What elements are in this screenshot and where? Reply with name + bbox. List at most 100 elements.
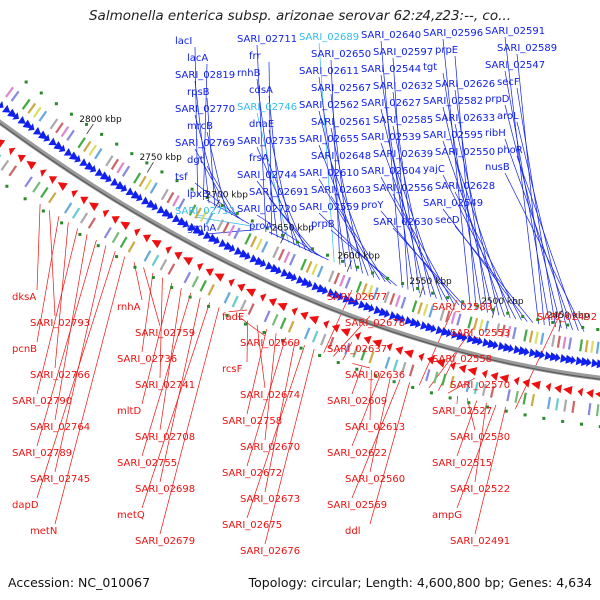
cog-stripe [546,396,552,410]
gene-arrow [125,187,134,196]
gene-arrow [481,369,488,379]
leader-line [49,210,56,317]
leader-line [36,216,60,343]
backbone-ring [0,119,600,381]
gene-label: SARI_02556 [373,183,433,194]
marker-dot [542,416,546,420]
gene-arrow [0,101,4,108]
gene-arrow [430,324,437,333]
tick-mark [558,319,562,332]
cog-stripe [105,155,114,167]
marker-dot [265,226,269,230]
gene-label: frr [249,51,261,62]
cog-stripe [244,233,252,245]
gene-label: prpD [485,94,510,105]
tick-mark [491,306,496,318]
cog-stripe [316,265,324,278]
marker-dot [207,304,211,308]
gene-arrow [523,347,530,357]
gene-label: SARI_02628 [435,181,495,192]
gene-arrow [249,254,258,263]
leader-line [268,163,307,251]
leader-line [141,302,211,509]
gene-arrow [268,298,278,307]
gene-label: SARI_02766 [30,370,90,381]
gene-arrow [71,190,79,198]
marker-dot [416,286,420,290]
gene-arrow [197,262,204,271]
cog-stripe [227,224,236,237]
gene-arrow [27,123,35,131]
gene-arrow [580,357,591,367]
gene-arrow [388,311,398,320]
leader-line [194,182,244,222]
leader-line [514,309,563,410]
gene-label: SARI_02591 [485,26,545,37]
marker-dot [115,142,119,146]
gene-label: SARI_02711 [237,34,297,45]
gene-label: fadE [222,312,244,323]
marker-dot [596,328,600,332]
gene-arrow [309,316,320,325]
gene-label: pcnB [12,344,37,355]
gene-label: tsf [175,172,188,183]
gene-arrow [111,216,120,224]
gene-label: SARI_02539 [361,132,421,143]
cog-stripe [449,375,455,388]
marker-dot [310,247,314,251]
gene-arrow [435,358,446,368]
leader-line [318,110,358,272]
gene-arrow [130,190,141,199]
label-leader-lines [36,36,585,545]
cog-stripe [344,276,352,289]
cog-stripe [279,317,287,330]
gene-arrow [48,137,57,146]
gene-arrow [326,288,336,297]
gene-arrow [306,279,313,289]
cog-stripe [247,303,255,315]
marker-dot [341,259,345,263]
cog-stripe [327,270,335,283]
gene-label: prpE [435,45,458,56]
gene-label: SARI_02637 [327,344,387,355]
gene-label: SARI_02622 [327,448,387,459]
marker-dot [411,385,415,389]
marker-dot [371,271,375,275]
marker-dot [41,209,45,213]
leader-line [194,46,199,197]
gene-label: lpxB [187,189,209,200]
cog-stripe [465,379,471,393]
outer-dot-band [24,80,600,332]
gene-arrow [342,294,351,303]
leader-line [442,72,483,312]
gene-arrow [228,244,236,253]
gene-label: SARI_02569 [327,500,387,511]
gene-arrow [482,338,491,347]
gene-arrow [182,219,189,228]
marker-dot [491,308,495,312]
gene-arrow [340,328,351,337]
cog-stripe [303,327,311,340]
gene-arrow [8,147,16,156]
tick-label: 2750 kbp [139,153,182,163]
leader-line [454,55,477,310]
cog-stripe [271,313,279,326]
marker-dot [151,275,155,279]
leader-line [206,165,238,219]
leader-line [256,146,301,248]
gene-arrow [94,168,103,176]
tick-label: 2650 kbp [272,223,315,233]
cog-stripe [368,351,375,364]
tick-label: 2500 kbp [481,297,524,307]
gene-arrow [89,164,97,173]
gene-arrow [48,176,58,184]
gene-arrow [418,352,425,362]
leader-line [351,373,382,447]
gene-label: SARI_02492 [537,312,597,323]
gene-arrow [134,228,141,237]
gene-arrow [161,208,172,217]
gene-arrow [177,217,188,226]
marker-dot [461,300,465,304]
marker-dot [431,291,435,295]
cog-stripe [417,302,423,315]
